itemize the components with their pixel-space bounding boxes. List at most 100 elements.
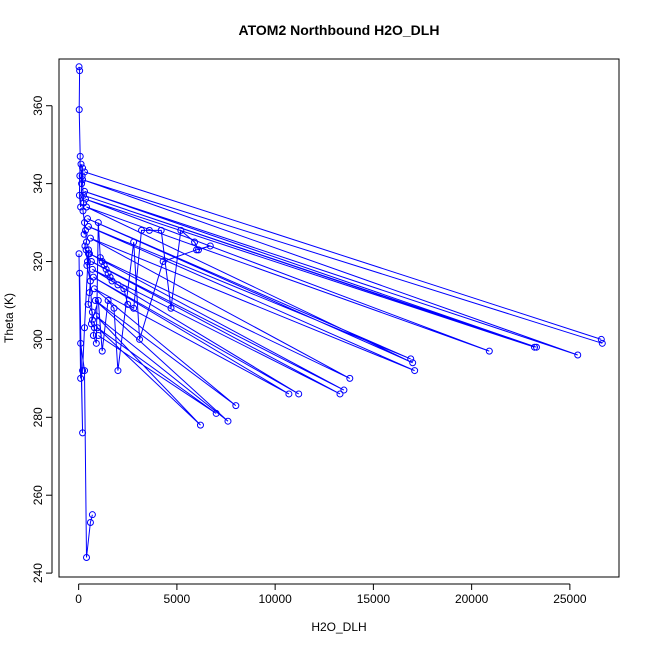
y-tick-label: 280	[31, 407, 45, 427]
series-layer	[75, 63, 606, 562]
data-point	[81, 187, 89, 195]
data-point	[597, 335, 605, 343]
x-tick-label: 25000	[553, 592, 587, 606]
x-tick-label: 20000	[455, 592, 489, 606]
data-point	[76, 67, 84, 75]
data-point	[346, 374, 354, 382]
data-point	[85, 250, 93, 258]
data-point	[224, 417, 232, 425]
data-point	[84, 246, 92, 254]
data-point	[79, 176, 87, 184]
data-point	[81, 324, 89, 332]
x-axis-label: H2O_DLH	[311, 620, 366, 634]
data-point	[76, 152, 84, 160]
data-point	[88, 265, 96, 273]
x-tick-label: 10000	[258, 592, 292, 606]
data-point	[89, 332, 97, 340]
data-point	[411, 367, 419, 375]
data-point	[191, 238, 199, 246]
data-point	[84, 222, 92, 230]
data-point	[285, 390, 293, 398]
chart-title: ATOM2 Northbound H2O_DLH	[239, 22, 440, 38]
data-point	[75, 106, 83, 114]
data-point	[84, 300, 92, 308]
data-point	[78, 172, 86, 180]
data-point	[104, 296, 112, 304]
data-point	[196, 421, 204, 429]
data-point	[79, 207, 87, 215]
data-point	[77, 374, 85, 382]
x-tick-label: 5000	[164, 592, 191, 606]
plot-frame	[58, 58, 620, 578]
data-point	[91, 296, 99, 304]
data-point	[532, 343, 540, 351]
data-point	[81, 242, 89, 250]
data-point	[78, 180, 86, 188]
y-tick-label: 300	[31, 329, 45, 349]
data-point	[598, 339, 606, 347]
series-group	[76, 269, 96, 562]
series-line	[84, 171, 602, 340]
data-point	[80, 230, 88, 238]
data-point	[92, 312, 100, 320]
data-point	[80, 191, 88, 199]
data-point	[177, 226, 185, 234]
data-point	[167, 304, 175, 312]
data-point	[94, 332, 102, 340]
data-point	[75, 191, 83, 199]
data-point	[98, 347, 106, 355]
data-point	[83, 203, 91, 211]
y-tick-label: 360	[31, 95, 45, 115]
data-point	[86, 234, 94, 242]
data-point	[82, 195, 90, 203]
data-point	[86, 518, 94, 526]
data-point	[574, 351, 582, 359]
data-point	[206, 242, 214, 250]
data-point	[89, 273, 97, 281]
data-point	[92, 339, 100, 347]
data-point	[83, 238, 91, 246]
data-point	[75, 250, 83, 258]
series-line	[79, 273, 93, 558]
data-point	[79, 367, 87, 375]
data-point	[232, 402, 240, 410]
y-tick-label: 320	[31, 251, 45, 271]
axes: 0 5000 10000 15000 20000 25000 240 260 280 300 320…	[31, 95, 587, 606]
data-point	[295, 390, 303, 398]
x-tick-label: 15000	[357, 592, 391, 606]
data-point	[79, 429, 87, 437]
data-point	[81, 168, 89, 176]
y-axis-label: Theta (K)	[2, 293, 16, 343]
data-point	[340, 386, 348, 394]
data-point	[79, 164, 87, 172]
y-tick-label: 260	[31, 485, 45, 505]
data-point	[212, 409, 220, 417]
data-point	[136, 335, 144, 343]
data-point	[83, 554, 91, 562]
data-point	[531, 343, 539, 351]
series-line	[82, 179, 603, 426]
series-line	[78, 66, 211, 379]
data-point	[88, 511, 96, 519]
series-group	[79, 176, 606, 429]
data-point	[88, 316, 96, 324]
data-point	[485, 347, 493, 355]
data-point	[83, 258, 91, 266]
data-point	[76, 269, 84, 277]
data-point	[114, 367, 122, 375]
data-point	[407, 355, 415, 363]
data-point	[120, 285, 128, 293]
data-point	[159, 258, 167, 266]
data-point	[88, 308, 96, 316]
y-tick-label: 240	[31, 563, 45, 583]
x-tick-label: 0	[75, 592, 82, 606]
series-group	[81, 168, 605, 343]
y-tick-label: 340	[31, 173, 45, 193]
data-point	[87, 258, 95, 266]
data-point	[83, 261, 91, 269]
data-point	[90, 285, 98, 293]
data-point	[85, 289, 93, 297]
data-point	[81, 367, 89, 375]
data-point	[77, 160, 85, 168]
